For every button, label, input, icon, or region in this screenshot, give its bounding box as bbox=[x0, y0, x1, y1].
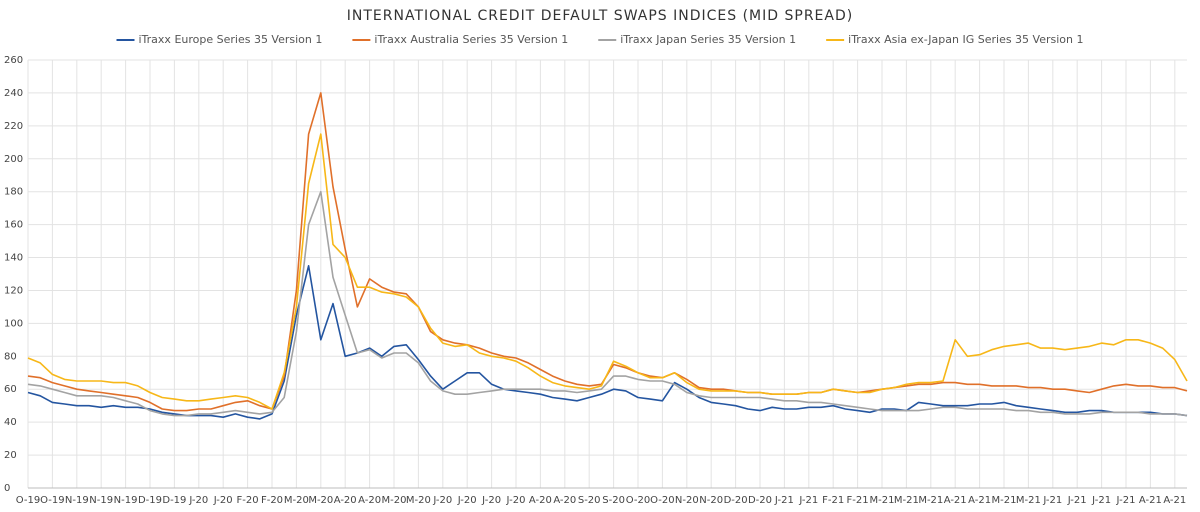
x-tick-label: M-20 bbox=[284, 495, 309, 506]
series-line bbox=[27, 190, 1188, 417]
legend-label: iTraxx Australia Series 35 Version 1 bbox=[374, 33, 568, 46]
x-tick-label: N-19 bbox=[114, 495, 138, 506]
x-tick-label: J-21 bbox=[1091, 495, 1111, 506]
x-tick-label: A-20 bbox=[553, 495, 576, 506]
x-tick-label: A-20 bbox=[358, 495, 381, 506]
y-tick-label: 120 bbox=[4, 285, 23, 296]
x-tick-label: M-20 bbox=[382, 495, 407, 506]
y-tick-label: 180 bbox=[4, 187, 23, 198]
y-tick-label: 240 bbox=[4, 88, 23, 99]
x-tick-label: J-21 bbox=[798, 495, 818, 506]
x-tick-label: N-19 bbox=[65, 495, 89, 506]
x-tick-label: A-21 bbox=[1139, 495, 1162, 506]
x-tick-label: J-21 bbox=[1116, 495, 1136, 506]
legend-label: iTraxx Japan Series 35 Version 1 bbox=[620, 33, 796, 46]
x-tick-label: A-20 bbox=[529, 495, 552, 506]
y-tick-label: 200 bbox=[4, 154, 23, 165]
x-tick-label: A-21 bbox=[968, 495, 991, 506]
series-line bbox=[27, 92, 1188, 412]
x-tick-label: F-20 bbox=[261, 495, 283, 506]
y-tick-label: 60 bbox=[4, 384, 17, 395]
y-tick-label: 40 bbox=[4, 417, 17, 428]
series-line bbox=[27, 265, 1188, 420]
x-tick-label: J-21 bbox=[1067, 495, 1087, 506]
legend-label: iTraxx Asia ex-Japan IG Series 35 Versio… bbox=[848, 33, 1083, 46]
x-tick-label: O-19 bbox=[40, 495, 64, 506]
x-tick-label: N-20 bbox=[675, 495, 699, 506]
x-tick-label: D-20 bbox=[748, 495, 772, 506]
legend-label: iTraxx Europe Series 35 Version 1 bbox=[139, 33, 323, 46]
x-tick-label: S-20 bbox=[578, 495, 601, 506]
x-tick-label: O-19 bbox=[16, 495, 40, 506]
x-tick-label: J-20 bbox=[432, 495, 452, 506]
x-tick-label: D-19 bbox=[138, 495, 162, 506]
x-tick-label: J-20 bbox=[506, 495, 526, 506]
x-tick-label: O-20 bbox=[626, 495, 650, 506]
chart-title: INTERNATIONAL CREDIT DEFAULT SWAPS INDIC… bbox=[347, 8, 853, 24]
y-tick-label: 260 bbox=[4, 55, 23, 66]
x-tick-label: M-21 bbox=[992, 495, 1017, 506]
x-tick-label: D-20 bbox=[724, 495, 748, 506]
x-tick-label: F-21 bbox=[822, 495, 844, 506]
x-tick-label: J-20 bbox=[481, 495, 501, 506]
x-tick-label: M-21 bbox=[918, 495, 943, 506]
x-tick-label: O-20 bbox=[650, 495, 674, 506]
x-tick-label: M-21 bbox=[870, 495, 895, 506]
x-tick-label: F-21 bbox=[847, 495, 869, 506]
x-tick-label: J-20 bbox=[213, 495, 233, 506]
x-tick-label: N-20 bbox=[699, 495, 723, 506]
y-tick-label: 160 bbox=[4, 220, 23, 231]
x-tick-label: F-20 bbox=[237, 495, 259, 506]
y-tick-label: 80 bbox=[4, 351, 17, 362]
y-tick-label: 220 bbox=[4, 121, 23, 132]
x-tick-label: N-19 bbox=[89, 495, 113, 506]
x-tick-label: D-19 bbox=[162, 495, 186, 506]
x-tick-label: M-20 bbox=[308, 495, 333, 506]
x-tick-label: S-20 bbox=[602, 495, 625, 506]
x-tick-label: A-21 bbox=[944, 495, 967, 506]
series-line bbox=[27, 133, 1188, 410]
x-tick-label: M-21 bbox=[894, 495, 919, 506]
x-tick-label: A-20 bbox=[334, 495, 357, 506]
x-tick-label: J-21 bbox=[774, 495, 794, 506]
x-tick-label: J-20 bbox=[188, 495, 208, 506]
y-tick-label: 100 bbox=[4, 318, 23, 329]
x-tick-label: A-21 bbox=[1163, 495, 1186, 506]
x-tick-label: J-21 bbox=[1042, 495, 1062, 506]
x-tick-label: J-20 bbox=[457, 495, 477, 506]
x-tick-label: M-21 bbox=[1016, 495, 1041, 506]
y-tick-label: 140 bbox=[4, 253, 23, 264]
x-tick-label: M-20 bbox=[406, 495, 431, 506]
y-tick-label: 0 bbox=[4, 483, 10, 494]
y-tick-label: 20 bbox=[4, 450, 17, 461]
